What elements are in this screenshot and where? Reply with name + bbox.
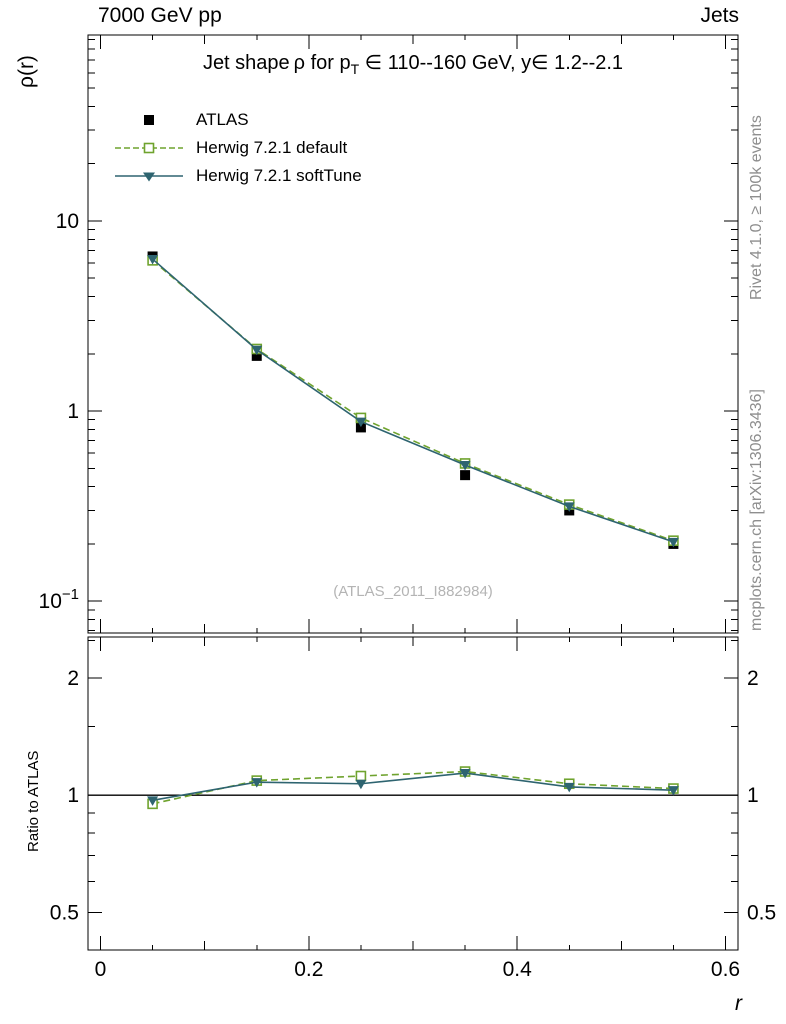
plot-title-post: ∈ 110--160 GeV, y∈ 1.2--2.1 — [359, 52, 624, 74]
x-tick-label: 0 — [95, 958, 107, 981]
legend-label-herwig-default: Herwig 7.2.1 default — [196, 138, 348, 157]
x-axis-label: r — [735, 992, 742, 1015]
plot-title: Jet shape ρ for pT ∈ 110--160 GeV, y∈ 1.… — [88, 50, 738, 77]
y-tick-label-ratio-left: 0.5 — [50, 901, 79, 924]
axis-ticks — [88, 35, 738, 950]
y-tick-label-ratio-right: 1 — [747, 784, 759, 807]
y-tick-label-ratio-left: 2 — [67, 667, 79, 690]
legend-label-atlas: ATLAS — [196, 110, 249, 129]
series-herwig-7-2-1-softtune — [147, 255, 679, 548]
mcplots-reference-note: mcplots.cern.ch [arXiv:1306.3436] — [748, 389, 765, 631]
rivet-version-note: Rivet 4.1.0, ≥ 100k events — [748, 115, 765, 300]
legend-label-herwig-softtune: Herwig 7.2.1 softTune — [196, 166, 362, 185]
atlas-marker-icon — [144, 115, 154, 125]
y-tick-label-main: 1 — [67, 400, 79, 423]
legend: ATLAS Herwig 7.2.1 default Herwig 7.2.1 … — [112, 106, 362, 190]
legend-item-herwig-default: Herwig 7.2.1 default — [112, 134, 362, 162]
series-atlas — [147, 251, 679, 549]
series-herwig-7-2-1-softtune — [147, 769, 679, 806]
y-tick-label-main: 10−1 — [39, 586, 79, 613]
herwig-default-marker-icon — [115, 142, 183, 154]
y-axis-label-main: ρ(r) — [15, 55, 38, 88]
x-tick-label: 0.2 — [294, 958, 323, 981]
x-tick-label: 0.4 — [503, 958, 533, 981]
legend-item-atlas: ATLAS — [112, 106, 362, 134]
header-process: Jets — [700, 4, 739, 27]
y-tick-label-ratio-left: 1 — [67, 784, 79, 807]
y-tick-label-ratio-right: 0.5 — [747, 901, 776, 924]
herwig-softtune-marker-icon — [115, 172, 183, 182]
header-beam-energy: 7000 GeV pp — [98, 4, 222, 27]
legend-item-herwig-softtune: Herwig 7.2.1 softTune — [112, 162, 362, 190]
y-tick-label-main: 10 — [56, 210, 79, 233]
analysis-id-watermark: (ATLAS_2011_I882984) — [333, 583, 493, 600]
plot-title-sub: T — [350, 61, 360, 77]
y-axis-label-ratio: Ratio to ATLAS — [25, 750, 42, 852]
y-tick-label-ratio-right: 2 — [747, 667, 759, 690]
plot-title-pre: Jet shape ρ for p — [202, 52, 351, 74]
series-herwig-7-2-1-default — [147, 255, 679, 546]
x-tick-label: 0.6 — [711, 958, 740, 981]
